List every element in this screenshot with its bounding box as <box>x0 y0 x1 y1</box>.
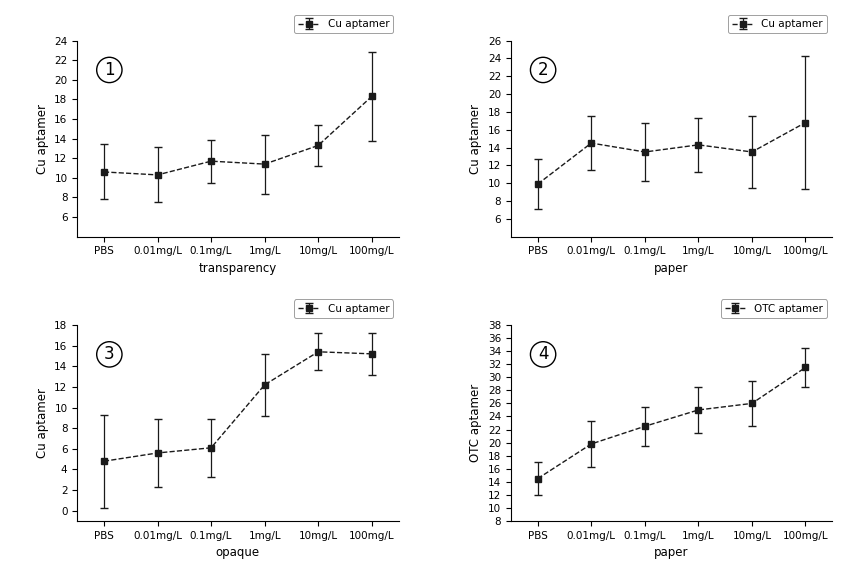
Text: 3: 3 <box>104 345 115 364</box>
Y-axis label: Cu aptamer: Cu aptamer <box>469 104 482 174</box>
X-axis label: paper: paper <box>655 547 689 559</box>
Legend: OTC aptamer: OTC aptamer <box>721 299 827 318</box>
X-axis label: opaque: opaque <box>216 547 260 559</box>
Text: 1: 1 <box>104 61 115 79</box>
Legend: Cu aptamer: Cu aptamer <box>728 15 827 34</box>
Legend: Cu aptamer: Cu aptamer <box>294 15 393 34</box>
Legend: Cu aptamer: Cu aptamer <box>294 299 393 318</box>
X-axis label: transparency: transparency <box>199 262 277 275</box>
Y-axis label: Cu aptamer: Cu aptamer <box>36 388 49 458</box>
X-axis label: paper: paper <box>655 262 689 275</box>
Y-axis label: Cu aptamer: Cu aptamer <box>36 104 49 174</box>
Text: 2: 2 <box>538 61 548 79</box>
Y-axis label: OTC aptamer: OTC aptamer <box>469 384 482 462</box>
Text: 4: 4 <box>538 345 548 364</box>
